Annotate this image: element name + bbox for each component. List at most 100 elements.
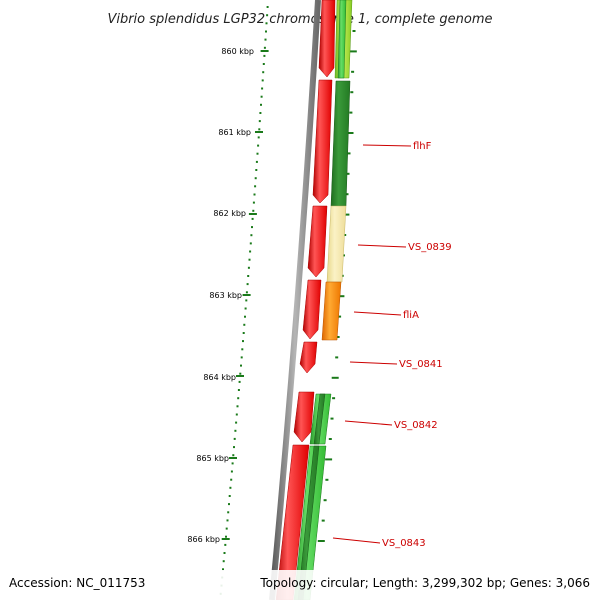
scale-dot: [321, 519, 325, 522]
tick-label-863: 863 kbp: [209, 291, 242, 300]
scale-dot: [228, 503, 230, 506]
scale-dot: [233, 446, 235, 449]
scale-dot: [222, 560, 225, 563]
scale-dot: [262, 71, 265, 74]
scale-dot: [251, 217, 254, 220]
scale-dot: [223, 552, 226, 554]
scale-dot: [239, 372, 242, 375]
gene-arrow-red: [275, 444, 310, 600]
scale-dot: [244, 315, 246, 318]
scale-dot: [256, 152, 259, 155]
tick-label-861: 861 kbp: [218, 128, 251, 137]
scale-dot: [328, 438, 332, 440]
scale-dot: [234, 429, 237, 432]
scale-major-tick: [255, 131, 263, 133]
scale-dot: [255, 169, 258, 171]
scale-dot: [257, 144, 260, 147]
scale-dot: [346, 132, 354, 134]
gene-arrow-red: [307, 205, 328, 278]
gene-label-VS_0839[interactable]: VS_0839: [408, 242, 452, 253]
scale-dot: [325, 458, 333, 461]
scale-dot: [335, 356, 339, 359]
scale-dot: [352, 30, 356, 32]
footer-background: [0, 570, 600, 600]
gene-block-flhF: [330, 80, 351, 207]
gene-label-VS_0843[interactable]: VS_0843: [382, 538, 426, 549]
scale-major-tick: [242, 294, 251, 296]
gene-label-VS_0841[interactable]: VS_0841: [399, 359, 443, 370]
scale-dot: [222, 568, 224, 571]
gene-block-VS_0843-inner: [297, 445, 320, 600]
scale-dot: [266, 14, 269, 17]
scale-dot: [237, 397, 240, 400]
scale-dot: [263, 46, 266, 49]
scale-labels: 860 kbp 861 kbp 862 kbp 863 kbp 864 kbp …: [187, 47, 254, 544]
scale-dot: [253, 193, 256, 196]
scale-dot: [266, 6, 269, 8]
scale-dot: [251, 226, 253, 229]
tick-label-865: 865 kbp: [196, 454, 229, 463]
scale-dot: [237, 389, 240, 391]
scale-dot: [332, 397, 336, 400]
gene-block-fliA: [321, 281, 342, 341]
scale-dot: [242, 340, 244, 343]
scale-dot: [233, 437, 236, 440]
scale-dot: [262, 63, 265, 65]
scale-dot: [229, 486, 232, 489]
gene-arrow-red: [293, 391, 315, 443]
scale-dot: [245, 299, 248, 302]
scale-dot: [265, 22, 268, 25]
scale-major-tick: [248, 213, 257, 215]
scale-dot: [245, 291, 248, 294]
annotation-strand: [293, 0, 353, 600]
gene-leaders: [332, 144, 412, 544]
scale-dot: [317, 540, 325, 542]
scale-dot: [235, 413, 238, 416]
scale-major-tick: [229, 457, 237, 459]
scale-dot: [227, 511, 230, 514]
scale-dot: [243, 323, 246, 326]
scale-dot: [248, 258, 251, 261]
scale-dot: [246, 283, 249, 286]
scale-dot: [254, 177, 257, 180]
forward-strand: [275, 0, 336, 600]
scale-dot: [346, 172, 350, 175]
scale-major-tick: [221, 538, 230, 540]
scale-dot: [241, 348, 244, 351]
scale-dot: [338, 315, 342, 318]
leader-flhF: [362, 144, 412, 147]
scale-dot: [258, 120, 261, 123]
scale-major-tick: [260, 50, 269, 52]
leader-VS_0839: [357, 244, 407, 248]
scale-dot: [258, 128, 261, 131]
tick-label-864: 864 kbp: [203, 373, 236, 382]
gene-labels: flhF VS_0839 fliA VS_0841 VS_0842 VS_084…: [382, 141, 452, 549]
scale-dot: [349, 50, 357, 53]
gene-label-fliA[interactable]: fliA: [403, 310, 419, 321]
scale-dot: [342, 213, 350, 216]
gene-label-VS_0842[interactable]: VS_0842: [394, 420, 438, 431]
leader-VS_0841: [349, 361, 398, 365]
scale-dot: [249, 242, 252, 245]
gene-block-VS_0839: [326, 205, 347, 283]
scale-dot: [252, 209, 255, 212]
leader-fliA: [353, 311, 402, 316]
scale-dot: [264, 38, 267, 41]
leader-VS_0842: [344, 420, 393, 426]
gene-label-flhF[interactable]: flhF: [413, 141, 432, 152]
scale-dot: [347, 152, 351, 155]
tick-label-866: 866 kbp: [187, 535, 220, 544]
scale-dot: [331, 376, 339, 379]
scale-dot: [225, 535, 227, 538]
scale-dot: [225, 527, 228, 530]
map-title: Vibrio splendidus LGP32 chromosome 1, co…: [107, 12, 492, 27]
gene-arrow-red: [318, 0, 336, 78]
scale-dot: [244, 307, 247, 310]
gene-arrow-red: [312, 79, 333, 204]
scale-dot: [349, 111, 353, 114]
scale-dot: [242, 332, 245, 334]
scale-dot: [345, 193, 349, 196]
accession-text: Accession: NC_011753: [9, 576, 145, 590]
scale-dot: [260, 103, 262, 106]
